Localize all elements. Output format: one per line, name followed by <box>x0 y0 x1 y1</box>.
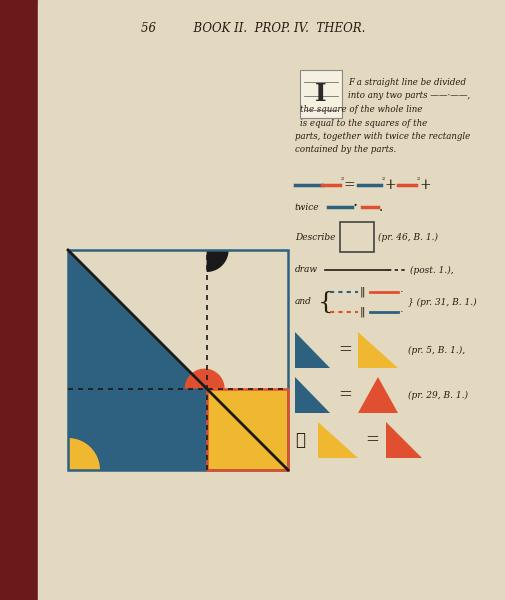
Text: ²: ² <box>416 177 420 185</box>
Text: =: = <box>337 386 351 403</box>
Text: {: { <box>317 290 333 313</box>
Text: (pr. 29, B. 1.): (pr. 29, B. 1.) <box>407 391 467 400</box>
Polygon shape <box>317 422 358 458</box>
Bar <box>68 250 287 470</box>
Text: (pr. 46, B. 1.): (pr. 46, B. 1.) <box>377 232 437 242</box>
Polygon shape <box>385 422 421 458</box>
Text: =: = <box>342 178 354 192</box>
Polygon shape <box>68 250 287 470</box>
Text: into any two parts ——·——,: into any two parts ——·——, <box>347 91 469 100</box>
Text: ‖: ‖ <box>359 287 364 297</box>
Bar <box>339 222 373 252</box>
Bar <box>299 70 341 118</box>
Text: +: + <box>418 178 430 192</box>
Text: ²: ² <box>340 177 343 185</box>
Text: } (pr. 31, B. 1.): } (pr. 31, B. 1.) <box>407 298 476 307</box>
Text: =: = <box>337 341 351 358</box>
Polygon shape <box>358 332 397 368</box>
Text: the square of the whole line: the square of the whole line <box>299 105 422 114</box>
Text: Describe: Describe <box>294 232 335 241</box>
Text: =: = <box>364 431 378 449</box>
Text: ·: · <box>399 307 403 317</box>
Polygon shape <box>68 250 206 389</box>
Polygon shape <box>358 377 397 413</box>
Polygon shape <box>206 250 287 389</box>
Polygon shape <box>206 250 287 389</box>
Text: +: + <box>383 178 395 192</box>
Text: .: . <box>378 200 382 214</box>
Polygon shape <box>206 250 228 272</box>
Polygon shape <box>206 389 287 470</box>
Text: ·: · <box>399 287 403 297</box>
Text: is equal to the squares of the: is equal to the squares of the <box>299 118 426 127</box>
Text: (pr. 5, B. 1.),: (pr. 5, B. 1.), <box>407 346 464 355</box>
Polygon shape <box>294 332 329 368</box>
Text: F a straight line be divided: F a straight line be divided <box>347 78 465 87</box>
Polygon shape <box>68 250 287 470</box>
Text: ∴: ∴ <box>294 431 305 449</box>
Text: contained by the parts.: contained by the parts. <box>294 145 395 154</box>
Text: ‖: ‖ <box>359 307 364 317</box>
Text: ·: · <box>351 199 357 215</box>
Text: 56          BOOK II.  PROP. IV.  THEOR.: 56 BOOK II. PROP. IV. THEOR. <box>140 22 365 35</box>
Text: draw: draw <box>294 265 318 275</box>
Bar <box>0 0 38 600</box>
Text: and: and <box>294 298 311 307</box>
Polygon shape <box>68 438 100 470</box>
Polygon shape <box>294 377 329 413</box>
Text: parts, together with twice the rectangle: parts, together with twice the rectangle <box>294 132 469 141</box>
Bar <box>206 389 287 470</box>
Text: I: I <box>315 82 326 106</box>
Polygon shape <box>184 368 224 389</box>
Text: ²: ² <box>381 177 384 185</box>
Text: (post. 1.),: (post. 1.), <box>409 265 452 275</box>
Text: twice: twice <box>294 202 319 211</box>
